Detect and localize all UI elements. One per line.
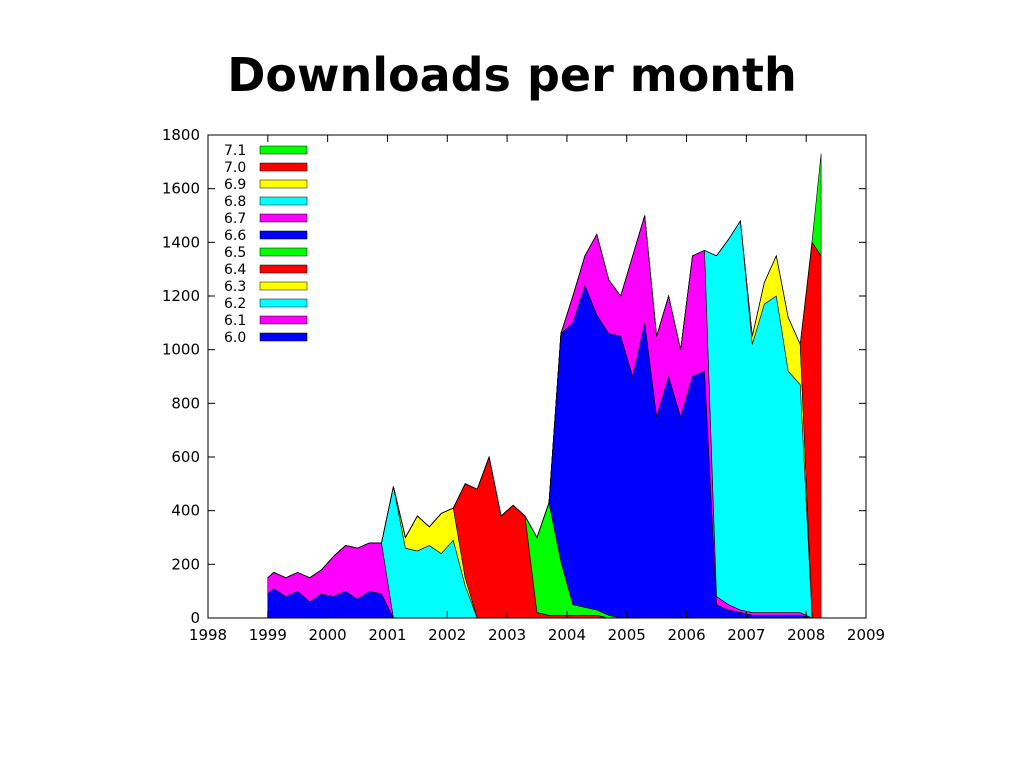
legend-swatch: [259, 264, 308, 274]
x-tick-label: 2006: [667, 626, 705, 644]
legend-label: 6.0: [224, 330, 246, 346]
x-tick-label: 2002: [428, 626, 466, 644]
x-tick-label: 1998: [189, 626, 227, 644]
area-series-7-1: [267, 153, 822, 579]
slide-title: Downloads per month: [227, 48, 797, 102]
legend-label: 6.7: [224, 211, 246, 227]
legend-swatch: [259, 332, 308, 342]
legend-label: 6.6: [224, 228, 246, 244]
y-tick-label: 1000: [162, 341, 200, 359]
area-layers: [267, 153, 822, 619]
x-tick-label: 2004: [548, 626, 586, 644]
legend-swatch: [259, 230, 308, 240]
legend-swatch: [259, 315, 308, 325]
x-tick-label: 2007: [727, 626, 765, 644]
plot-frame: [207, 134, 867, 619]
legend-label: 7.0: [224, 160, 246, 176]
legend-swatch: [259, 196, 308, 206]
legend-label: 6.4: [224, 262, 246, 278]
x-tick-label: 2000: [309, 626, 347, 644]
y-tick-label: 1400: [162, 233, 200, 251]
legend-swatch: [259, 213, 308, 223]
legend-label: 7.1: [224, 143, 246, 159]
x-tick-label: 2003: [488, 626, 526, 644]
x-tick-label: 1999: [249, 626, 287, 644]
legend: 7.17.06.96.86.76.66.56.46.36.26.16.0: [224, 143, 308, 346]
legend-label: 6.3: [224, 279, 246, 295]
x-tick-label: 2008: [787, 626, 825, 644]
legend-swatch: [259, 247, 308, 257]
y-tick-label: 600: [171, 448, 200, 466]
legend-label: 6.2: [224, 296, 246, 312]
y-tick-label: 200: [171, 555, 200, 573]
legend-label: 6.9: [224, 177, 246, 193]
y-tick-label: 1600: [162, 180, 200, 198]
legend-swatch: [259, 281, 308, 291]
x-tick-label: 2005: [608, 626, 646, 644]
legend-swatch: [259, 162, 308, 172]
y-tick-label: 1800: [162, 126, 200, 144]
legend-swatch: [259, 145, 308, 155]
x-tick-label: 2009: [847, 626, 885, 644]
x-tick-label: 2001: [368, 626, 406, 644]
y-tick-label: 1200: [162, 287, 200, 305]
legend-label: 6.5: [224, 245, 246, 261]
legend-swatch: [259, 179, 308, 189]
y-tick-label: 400: [171, 502, 200, 520]
y-tick-label: 0: [190, 609, 200, 627]
legend-swatch: [259, 298, 308, 308]
legend-label: 6.8: [224, 194, 246, 210]
legend-label: 6.1: [224, 313, 246, 329]
y-tick-label: 800: [171, 394, 200, 412]
